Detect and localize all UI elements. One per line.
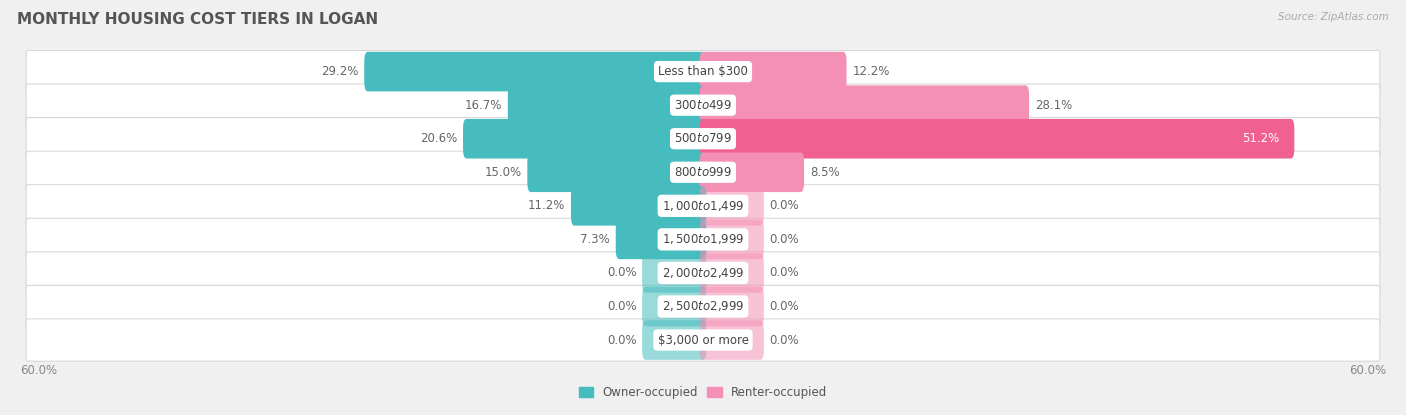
Text: $2,000 to $2,499: $2,000 to $2,499 xyxy=(662,266,744,280)
FancyBboxPatch shape xyxy=(27,185,1379,227)
FancyBboxPatch shape xyxy=(27,218,1379,261)
Text: 0.0%: 0.0% xyxy=(769,266,799,279)
FancyBboxPatch shape xyxy=(27,252,1379,294)
FancyBboxPatch shape xyxy=(700,220,763,259)
Text: 11.2%: 11.2% xyxy=(527,199,565,212)
Text: 7.3%: 7.3% xyxy=(581,233,610,246)
FancyBboxPatch shape xyxy=(27,286,1379,327)
FancyBboxPatch shape xyxy=(700,186,763,226)
Text: Source: ZipAtlas.com: Source: ZipAtlas.com xyxy=(1278,12,1389,22)
Text: Less than $300: Less than $300 xyxy=(658,65,748,78)
Text: 0.0%: 0.0% xyxy=(769,233,799,246)
Text: 0.0%: 0.0% xyxy=(769,300,799,313)
Text: $1,500 to $1,999: $1,500 to $1,999 xyxy=(662,232,744,247)
Text: 8.5%: 8.5% xyxy=(810,166,839,179)
FancyBboxPatch shape xyxy=(643,287,706,326)
Text: 60.0%: 60.0% xyxy=(1350,364,1386,377)
FancyBboxPatch shape xyxy=(27,319,1379,361)
Text: 12.2%: 12.2% xyxy=(852,65,890,78)
Text: 0.0%: 0.0% xyxy=(769,199,799,212)
FancyBboxPatch shape xyxy=(700,152,804,192)
Text: $500 to $799: $500 to $799 xyxy=(673,132,733,145)
Text: $300 to $499: $300 to $499 xyxy=(673,99,733,112)
Text: $3,000 or more: $3,000 or more xyxy=(658,334,748,347)
FancyBboxPatch shape xyxy=(508,85,706,125)
FancyBboxPatch shape xyxy=(643,320,706,360)
Text: 28.1%: 28.1% xyxy=(1035,99,1073,112)
FancyBboxPatch shape xyxy=(27,151,1379,193)
FancyBboxPatch shape xyxy=(700,253,763,293)
FancyBboxPatch shape xyxy=(27,51,1379,93)
FancyBboxPatch shape xyxy=(700,52,846,91)
Text: 60.0%: 60.0% xyxy=(20,364,56,377)
Text: 0.0%: 0.0% xyxy=(607,334,637,347)
Text: $2,500 to $2,999: $2,500 to $2,999 xyxy=(662,300,744,313)
FancyBboxPatch shape xyxy=(27,117,1379,160)
FancyBboxPatch shape xyxy=(27,84,1379,126)
Legend: Owner-occupied, Renter-occupied: Owner-occupied, Renter-occupied xyxy=(574,381,832,403)
FancyBboxPatch shape xyxy=(364,52,706,91)
Text: 15.0%: 15.0% xyxy=(485,166,522,179)
FancyBboxPatch shape xyxy=(527,152,706,192)
Text: 0.0%: 0.0% xyxy=(769,334,799,347)
Text: MONTHLY HOUSING COST TIERS IN LOGAN: MONTHLY HOUSING COST TIERS IN LOGAN xyxy=(17,12,378,27)
Text: 0.0%: 0.0% xyxy=(607,266,637,279)
Text: $1,000 to $1,499: $1,000 to $1,499 xyxy=(662,199,744,213)
FancyBboxPatch shape xyxy=(700,320,763,360)
FancyBboxPatch shape xyxy=(700,287,763,326)
FancyBboxPatch shape xyxy=(463,119,706,159)
Text: 20.6%: 20.6% xyxy=(420,132,457,145)
Text: 16.7%: 16.7% xyxy=(465,99,502,112)
FancyBboxPatch shape xyxy=(616,220,706,259)
Text: 51.2%: 51.2% xyxy=(1241,132,1279,145)
FancyBboxPatch shape xyxy=(643,253,706,293)
FancyBboxPatch shape xyxy=(571,186,706,226)
Text: $800 to $999: $800 to $999 xyxy=(673,166,733,179)
FancyBboxPatch shape xyxy=(700,85,1029,125)
Text: 0.0%: 0.0% xyxy=(607,300,637,313)
FancyBboxPatch shape xyxy=(700,119,1295,159)
Text: 29.2%: 29.2% xyxy=(321,65,359,78)
